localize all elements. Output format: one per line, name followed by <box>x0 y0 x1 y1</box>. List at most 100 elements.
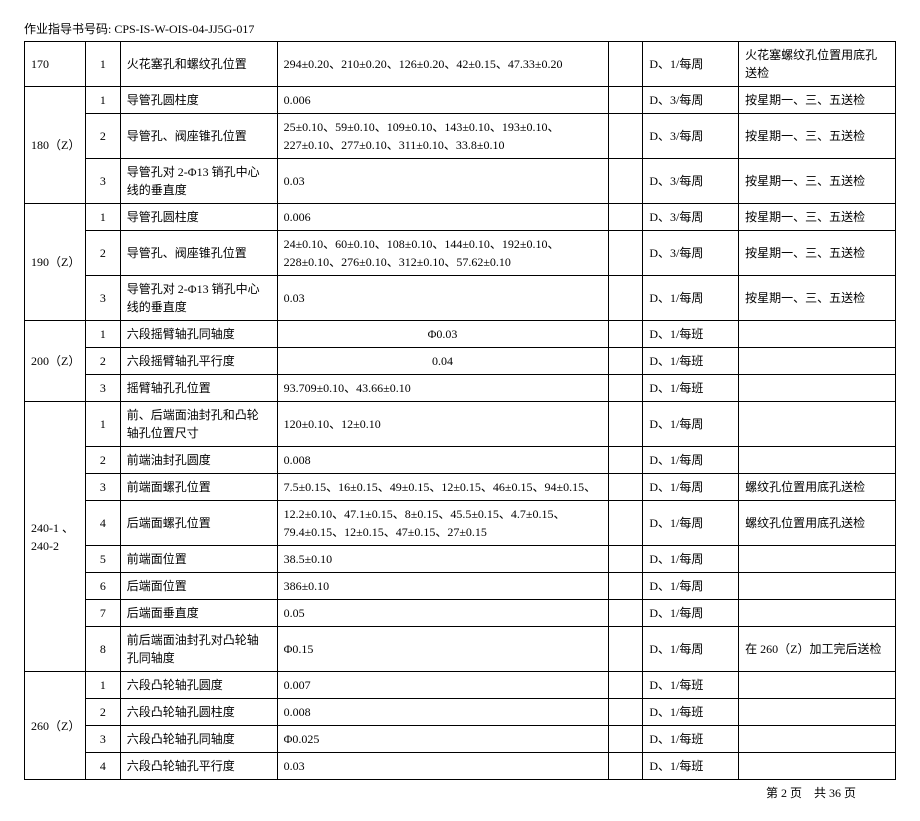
cell-remark: 螺纹孔位置用底孔送检 <box>739 474 896 501</box>
cell-spec: 0.007 <box>277 672 608 699</box>
cell-freq: D、1/每班 <box>643 726 739 753</box>
cell-freq: D、1/每周 <box>643 42 739 87</box>
cell-blank <box>608 114 643 159</box>
cell-remark: 按星期一、三、五送检 <box>739 87 896 114</box>
cell-item: 后端面垂直度 <box>120 600 277 627</box>
cell-freq: D、1/每周 <box>643 276 739 321</box>
cell-blank <box>608 321 643 348</box>
cell-blank <box>608 159 643 204</box>
cell-op: 170 <box>25 42 86 87</box>
cell-seq: 2 <box>85 231 120 276</box>
cell-item: 后端面螺孔位置 <box>120 501 277 546</box>
cell-seq: 6 <box>85 573 120 600</box>
cell-spec: 25±0.10、59±0.10、109±0.10、143±0.10、193±0.… <box>277 114 608 159</box>
cell-remark: 螺纹孔位置用底孔送检 <box>739 501 896 546</box>
cell-item: 导管孔、阀座锥孔位置 <box>120 114 277 159</box>
cell-remark: 按星期一、三、五送检 <box>739 159 896 204</box>
table-row: 3 导管孔对 2-Φ13 销孔中心线的垂直度 0.03 D、3/每周 按星期一、… <box>25 159 896 204</box>
table-row: 190（Z） 1 导管孔圆柱度 0.006 D、3/每周 按星期一、三、五送检 <box>25 204 896 231</box>
cell-item: 六段凸轮轴孔平行度 <box>120 753 277 780</box>
cell-spec: 24±0.10、60±0.10、108±0.10、144±0.10、192±0.… <box>277 231 608 276</box>
cell-spec: Φ0.025 <box>277 726 608 753</box>
cell-freq: D、1/每周 <box>643 573 739 600</box>
cell-remark: 按星期一、三、五送检 <box>739 276 896 321</box>
cell-blank <box>608 627 643 672</box>
cell-blank <box>608 87 643 114</box>
cell-seq: 3 <box>85 375 120 402</box>
cell-freq: D、1/每班 <box>643 375 739 402</box>
cell-op: 240-1 、240-2 <box>25 402 86 672</box>
cell-seq: 1 <box>85 42 120 87</box>
cell-op: 260（Z） <box>25 672 86 780</box>
cell-freq: D、3/每周 <box>643 231 739 276</box>
table-row: 2 导管孔、阀座锥孔位置 24±0.10、60±0.10、108±0.10、14… <box>25 231 896 276</box>
cell-spec: 7.5±0.15、16±0.15、49±0.15、12±0.15、46±0.15… <box>277 474 608 501</box>
table-row: 2 导管孔、阀座锥孔位置 25±0.10、59±0.10、109±0.10、14… <box>25 114 896 159</box>
cell-freq: D、1/每周 <box>643 402 739 447</box>
cell-spec: 0.03 <box>277 159 608 204</box>
cell-remark <box>739 573 896 600</box>
cell-remark: 按星期一、三、五送检 <box>739 114 896 159</box>
cell-seq: 1 <box>85 402 120 447</box>
cell-seq: 3 <box>85 276 120 321</box>
cell-blank <box>608 231 643 276</box>
table-row: 260（Z） 1 六段凸轮轴孔圆度 0.007 D、1/每班 <box>25 672 896 699</box>
cell-op: 190（Z） <box>25 204 86 321</box>
cell-remark <box>739 447 896 474</box>
cell-remark <box>739 699 896 726</box>
cell-freq: D、3/每周 <box>643 159 739 204</box>
cell-spec: 0.006 <box>277 204 608 231</box>
cell-blank <box>608 447 643 474</box>
cell-spec: 0.04 <box>277 348 608 375</box>
cell-spec: 386±0.10 <box>277 573 608 600</box>
cell-freq: D、1/每班 <box>643 348 739 375</box>
cell-freq: D、1/每周 <box>643 546 739 573</box>
cell-freq: D、3/每周 <box>643 87 739 114</box>
table-row: 7 后端面垂直度 0.05 D、1/每周 <box>25 600 896 627</box>
cell-blank <box>608 501 643 546</box>
cell-blank <box>608 276 643 321</box>
cell-remark <box>739 726 896 753</box>
cell-blank <box>608 474 643 501</box>
cell-remark <box>739 546 896 573</box>
cell-seq: 1 <box>85 87 120 114</box>
cell-seq: 2 <box>85 447 120 474</box>
cell-spec: 93.709±0.10、43.66±0.10 <box>277 375 608 402</box>
cell-blank <box>608 573 643 600</box>
cell-spec: 0.006 <box>277 87 608 114</box>
table-row: 180（Z） 1 导管孔圆柱度 0.006 D、3/每周 按星期一、三、五送检 <box>25 87 896 114</box>
cell-op: 200（Z） <box>25 321 86 402</box>
document-header: 作业指导书号码: CPS-IS-W-OIS-04-JJ5G-017 <box>24 20 896 37</box>
table-row: 3 摇臂轴孔孔位置 93.709±0.10、43.66±0.10 D、1/每班 <box>25 375 896 402</box>
cell-remark <box>739 600 896 627</box>
cell-seq: 4 <box>85 753 120 780</box>
cell-blank <box>608 204 643 231</box>
cell-freq: D、1/每班 <box>643 753 739 780</box>
cell-spec: 0.008 <box>277 447 608 474</box>
cell-seq: 3 <box>85 474 120 501</box>
cell-seq: 5 <box>85 546 120 573</box>
cell-seq: 2 <box>85 348 120 375</box>
cell-freq: D、1/每班 <box>643 699 739 726</box>
cell-item: 导管孔圆柱度 <box>120 87 277 114</box>
table-row: 3 六段凸轮轴孔同轴度 Φ0.025 D、1/每班 <box>25 726 896 753</box>
cell-item: 六段凸轮轴孔圆度 <box>120 672 277 699</box>
table-row: 4 六段凸轮轴孔平行度 0.03 D、1/每班 <box>25 753 896 780</box>
cell-blank <box>608 348 643 375</box>
cell-item: 前端面位置 <box>120 546 277 573</box>
cell-item: 前后端面油封孔对凸轮轴孔同轴度 <box>120 627 277 672</box>
cell-op: 180（Z） <box>25 87 86 204</box>
cell-blank <box>608 375 643 402</box>
cell-seq: 3 <box>85 159 120 204</box>
cell-item: 六段摇臂轴孔平行度 <box>120 348 277 375</box>
cell-remark <box>739 348 896 375</box>
cell-spec: 294±0.20、210±0.20、126±0.20、42±0.15、47.33… <box>277 42 608 87</box>
cell-item: 六段摇臂轴孔同轴度 <box>120 321 277 348</box>
table-row: 2 六段凸轮轴孔圆柱度 0.008 D、1/每班 <box>25 699 896 726</box>
cell-remark: 火花塞螺纹孔位置用底孔送检 <box>739 42 896 87</box>
cell-freq: D、1/每周 <box>643 447 739 474</box>
cell-remark: 按星期一、三、五送检 <box>739 204 896 231</box>
cell-remark <box>739 672 896 699</box>
cell-blank <box>608 699 643 726</box>
cell-spec: 12.2±0.10、47.1±0.15、8±0.15、45.5±0.15、4.7… <box>277 501 608 546</box>
